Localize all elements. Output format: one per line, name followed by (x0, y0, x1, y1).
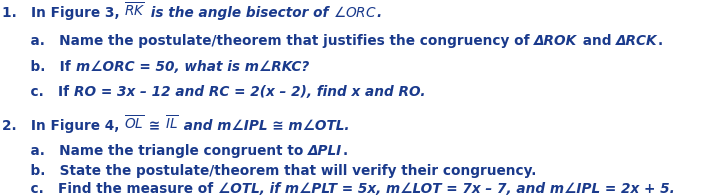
Text: RO = 3x – 12 and RC = 2(x – 2), find x and RO.: RO = 3x – 12 and RC = 2(x – 2), find x a… (74, 85, 426, 99)
Text: and m∠IPL ≅ m∠OTL.: and m∠IPL ≅ m∠OTL. (179, 119, 349, 133)
Text: ΔRCK: ΔRCK (616, 34, 657, 48)
Text: $\overline{IL}$: $\overline{IL}$ (166, 115, 179, 133)
Text: .: . (657, 34, 662, 48)
Text: and: and (577, 34, 616, 48)
Text: $\overline{RK}$: $\overline{RK}$ (125, 2, 145, 20)
Text: c.   If: c. If (2, 85, 74, 99)
Text: $\overline{OL}$: $\overline{OL}$ (124, 115, 145, 133)
Text: ∠OTL, if m∠PLT = 5x, m∠LOT = 7x – 7, and m∠IPL = 2x + 5.: ∠OTL, if m∠PLT = 5x, m∠LOT = 7x – 7, and… (218, 182, 675, 195)
Text: is the angle bisector of: is the angle bisector of (145, 6, 333, 20)
Text: a.   Name the triangle congruent to: a. Name the triangle congruent to (2, 144, 308, 158)
Text: 2.   In Figure 4,: 2. In Figure 4, (2, 119, 124, 133)
Text: b.   State the postulate/theorem that will verify their congruency.: b. State the postulate/theorem that will… (2, 164, 536, 178)
Text: ΔROK: ΔROK (534, 34, 577, 48)
Text: 1.   In Figure 3,: 1. In Figure 3, (2, 6, 125, 20)
Text: .: . (343, 144, 348, 158)
Text: ≅: ≅ (145, 119, 166, 133)
Text: m∠ORC = 50, what is m∠RKC?: m∠ORC = 50, what is m∠RKC? (76, 60, 309, 74)
Text: a.   Name the postulate/theorem that justifies the congruency of: a. Name the postulate/theorem that justi… (2, 34, 534, 48)
Text: .: . (377, 6, 382, 20)
Text: ΔPLI: ΔPLI (308, 144, 343, 158)
Text: c.   Find the measure of: c. Find the measure of (2, 182, 218, 195)
Text: b.   If: b. If (2, 60, 76, 74)
Text: $\angle ORC$: $\angle ORC$ (333, 5, 377, 20)
